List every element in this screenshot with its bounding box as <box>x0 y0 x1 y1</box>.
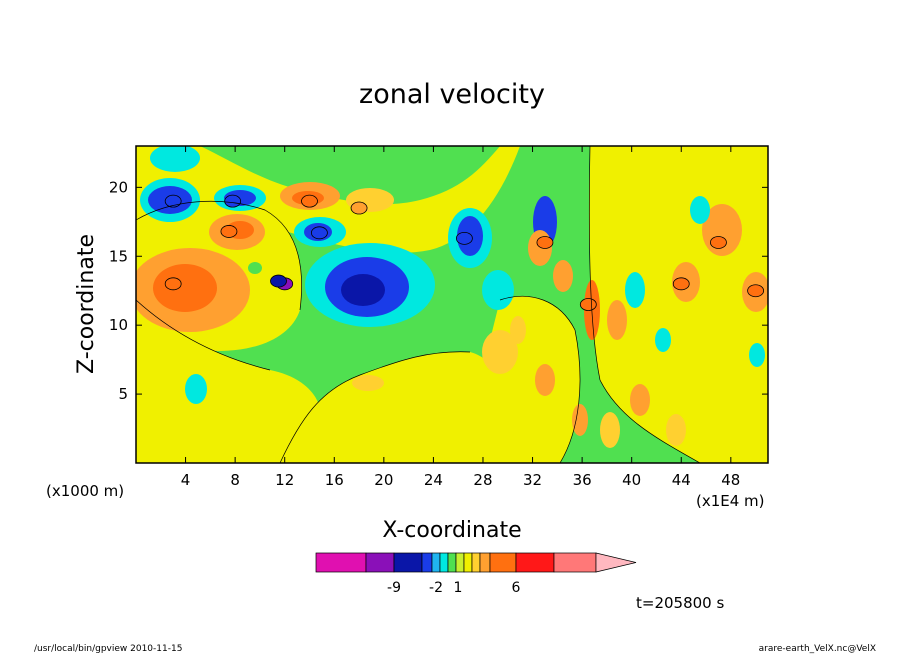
x-tick-label: 16 <box>325 471 344 489</box>
contour-line <box>136 299 271 371</box>
x-axis: 4 8 12 16 20 24 28 32 36 40 44 48 <box>181 146 740 489</box>
contour-line <box>136 200 302 311</box>
contour-region <box>136 146 520 280</box>
data-feature <box>455 231 473 245</box>
y-tick-label: 10 <box>109 316 128 334</box>
colorbar-tick-label: -2 <box>429 580 443 596</box>
data-feature <box>224 194 242 208</box>
x-tick-label: 20 <box>374 471 393 489</box>
colorbar-tick-label: 1 <box>454 580 463 596</box>
contour-region <box>510 316 526 344</box>
contour-region <box>630 384 650 416</box>
colorbar-swatch <box>421 552 433 573</box>
data-feature <box>311 226 328 240</box>
colorbar-swatch <box>365 552 395 573</box>
data-feature <box>164 194 182 208</box>
colorbar-swatch <box>471 552 481 573</box>
data-feature <box>747 284 765 298</box>
x-tick-label: 24 <box>424 471 443 489</box>
colorbar-swatch <box>315 552 367 573</box>
y-tick-label: 20 <box>109 178 128 196</box>
contour-region <box>482 330 518 374</box>
time-label: t=205800 s <box>636 594 724 612</box>
colorbar: -9 -2 1 6 <box>315 552 637 596</box>
colorbar-swatch <box>455 552 465 573</box>
x-axis-title: X-coordinate <box>382 518 521 543</box>
contour-region <box>655 328 671 352</box>
colorbar-tick-label: 6 <box>512 580 521 596</box>
contour-region <box>248 262 262 274</box>
contour-line <box>279 351 471 463</box>
contour-region <box>535 364 555 396</box>
x-tick-label: 44 <box>672 471 691 489</box>
x-units-label: (x1E4 m) <box>696 492 765 510</box>
data-feature <box>536 236 554 249</box>
contour-region <box>600 412 620 448</box>
contour-region <box>150 146 200 172</box>
data-feature <box>270 274 287 288</box>
contour-region <box>749 343 765 367</box>
colorbar-swatch <box>479 552 491 573</box>
data-feature <box>672 277 690 291</box>
colorbar-swatch <box>463 552 473 573</box>
colorbar-swatch <box>489 552 517 573</box>
contour-line <box>499 296 581 463</box>
data-feature <box>301 194 318 208</box>
y-tick-label: 15 <box>109 247 128 265</box>
data-feature <box>164 277 182 291</box>
x-tick-label: 4 <box>181 471 191 489</box>
contour-region <box>572 404 588 436</box>
contour-region <box>666 414 686 446</box>
data-feature <box>579 298 597 311</box>
y-axis-title: Z-coordinate <box>74 234 99 374</box>
y-tick-label: 5 <box>118 385 128 403</box>
contour-region <box>553 260 573 292</box>
colorbar-swatch <box>431 552 441 573</box>
colorbar-swatch <box>553 552 597 573</box>
x-tick-label: 8 <box>230 471 240 489</box>
contour-region <box>153 264 217 312</box>
colorbar-tick-label: -9 <box>387 580 401 596</box>
contour-region <box>607 300 627 340</box>
contour-region <box>690 196 710 224</box>
data-feature <box>350 201 368 215</box>
y-axis: 5 10 15 20 <box>109 178 768 403</box>
contour-fill <box>136 146 768 463</box>
data-feature <box>220 225 238 238</box>
contour-region <box>483 296 580 463</box>
x-tick-label: 12 <box>275 471 294 489</box>
colorbar-swatch <box>447 552 457 573</box>
contour-region <box>352 375 384 391</box>
footer-right: arare-earth_VelX.nc@VelX <box>759 644 876 654</box>
contour-region <box>185 374 207 404</box>
plot-area <box>136 146 768 463</box>
data-feature <box>710 236 727 249</box>
x-tick-label: 36 <box>573 471 592 489</box>
plot-frame <box>135 145 769 464</box>
colorbar-swatch <box>393 552 423 573</box>
x-tick-label: 32 <box>523 471 542 489</box>
z-units-label: (x1000 m) <box>46 482 124 500</box>
x-tick-label: 40 <box>622 471 641 489</box>
colorbar-swatch <box>515 552 555 573</box>
contour-region <box>482 270 514 310</box>
contour-region <box>341 274 385 306</box>
colorbar-swatch <box>439 552 449 573</box>
contour-line <box>588 146 701 463</box>
contour-region <box>625 272 645 308</box>
chart-title: zonal velocity <box>359 79 545 110</box>
x-tick-label: 48 <box>721 471 740 489</box>
colorbar-extend-arrow <box>595 552 637 573</box>
footer-left: /usr/local/bin/gpview 2010-11-15 <box>34 644 182 654</box>
x-tick-label: 28 <box>473 471 492 489</box>
